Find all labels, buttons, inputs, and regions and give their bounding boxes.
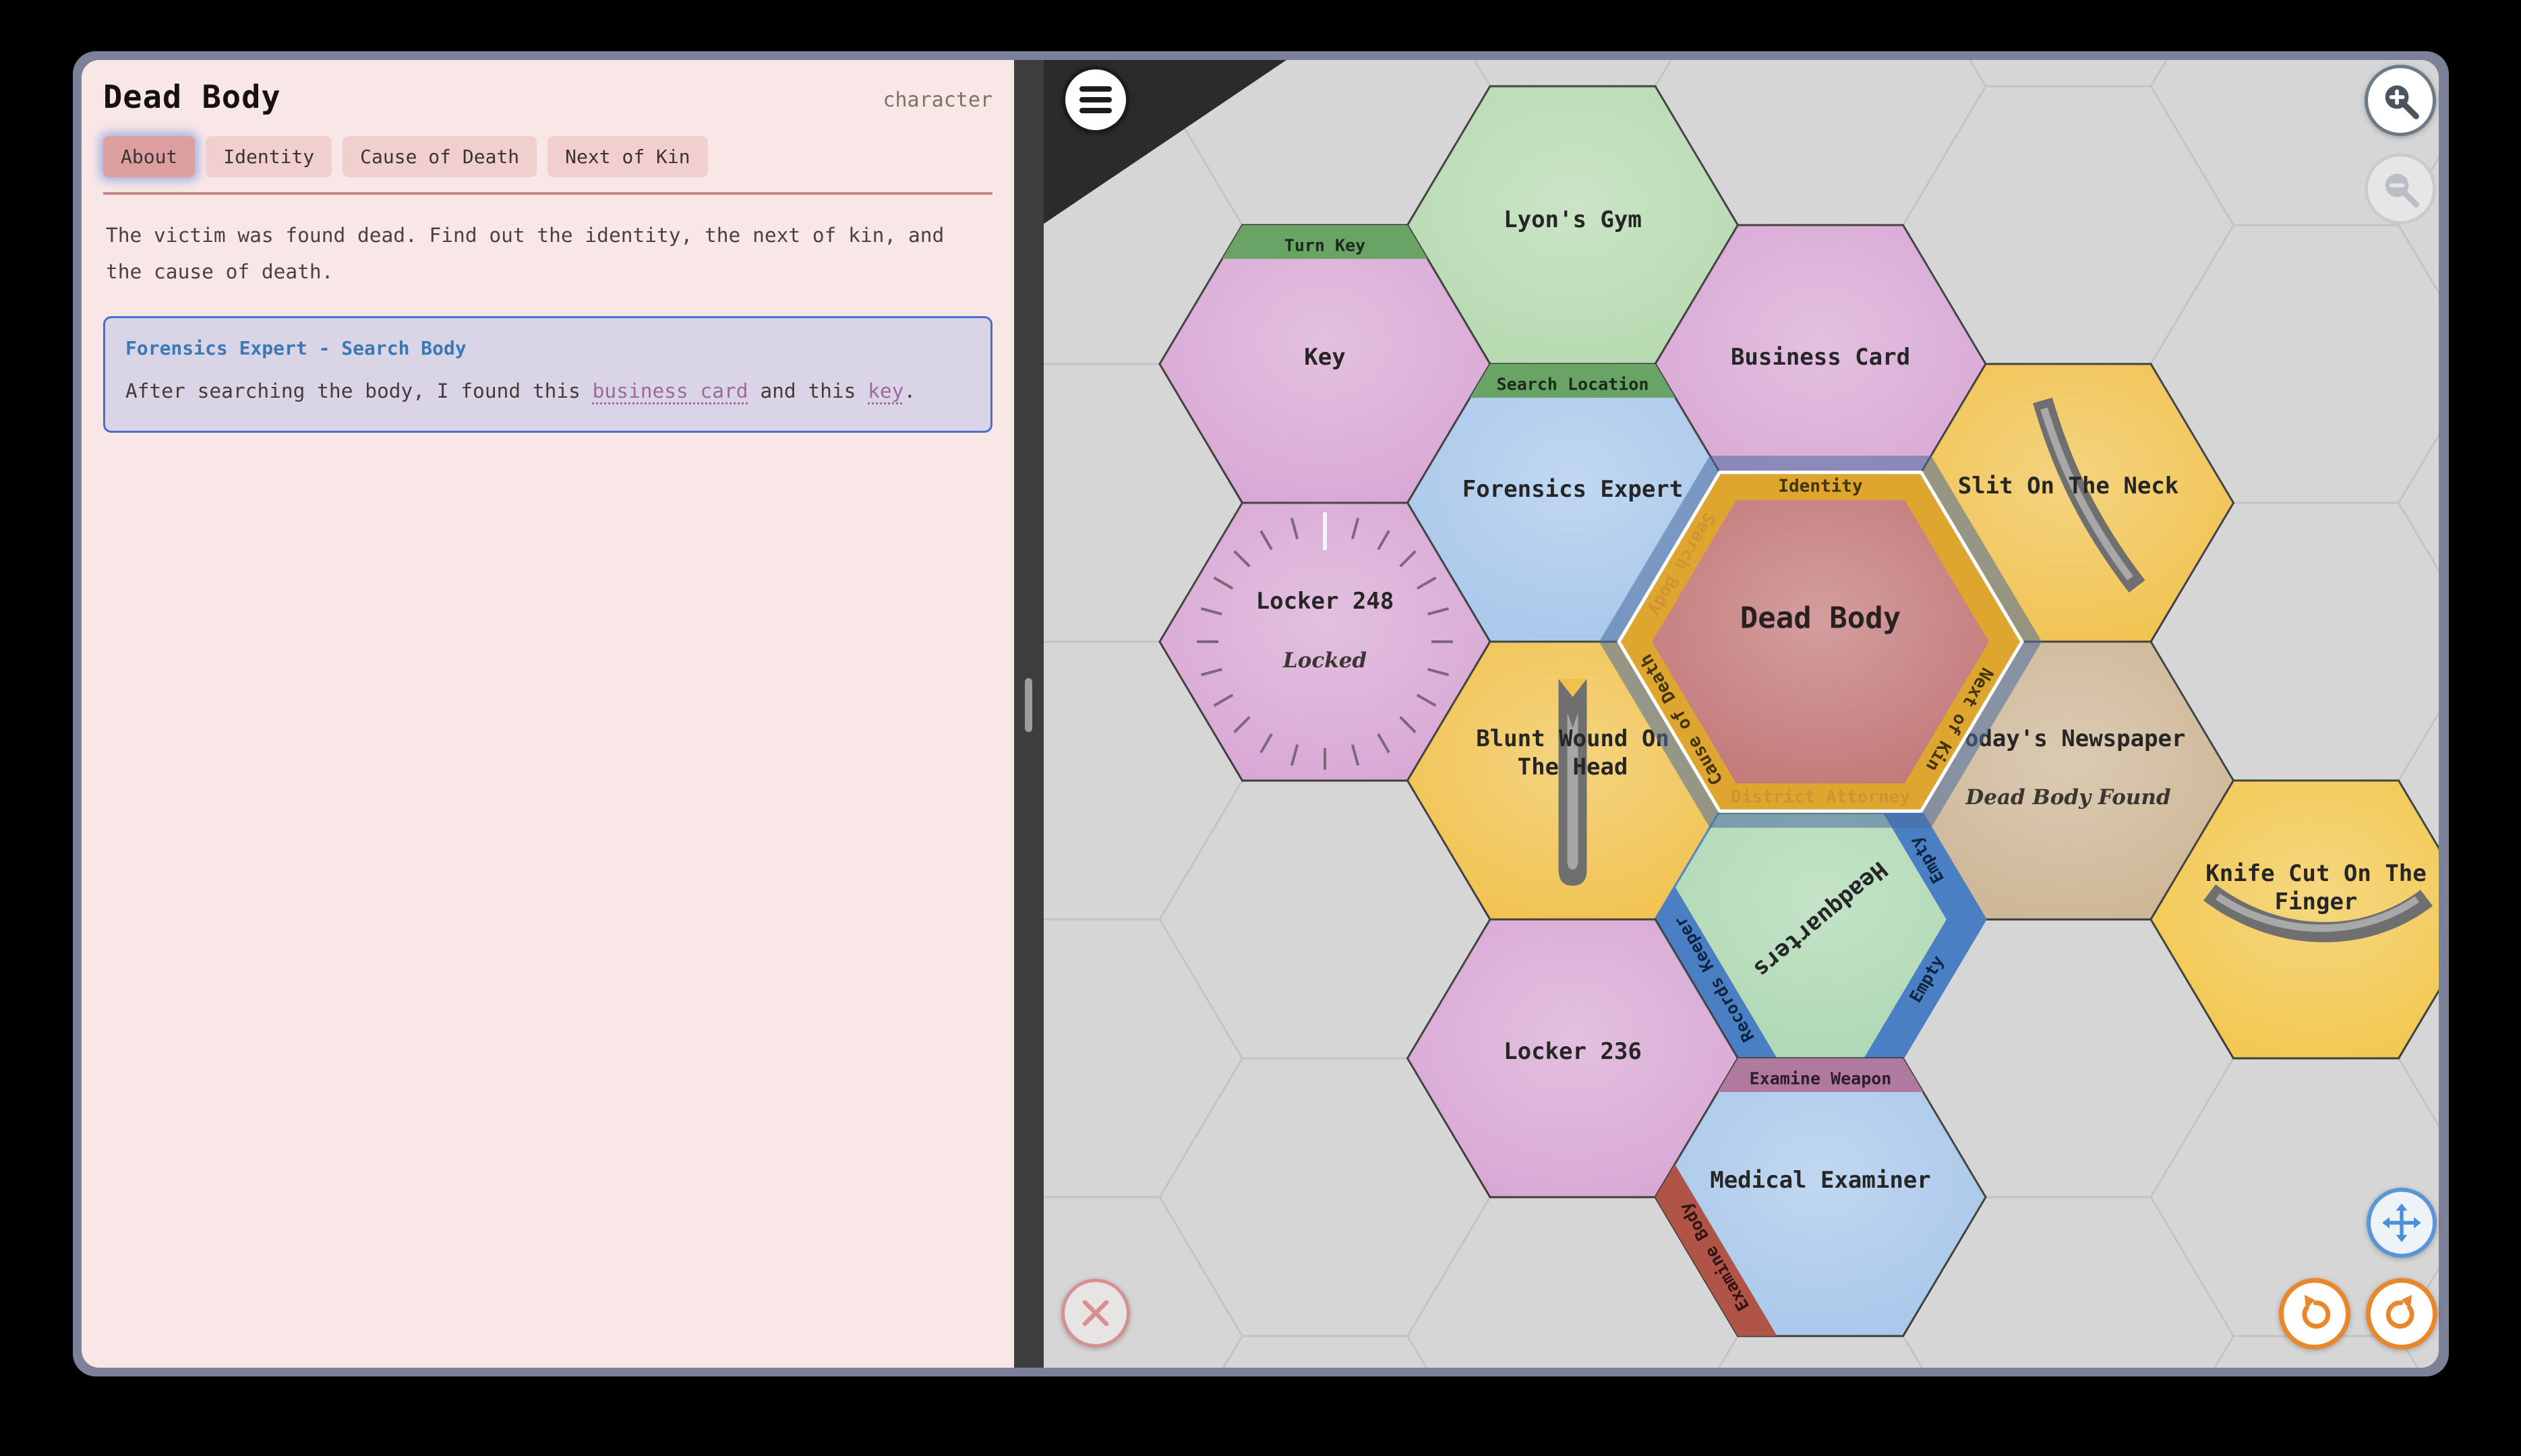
dial-tick [1351,517,1360,539]
dial-tick [1427,667,1450,677]
hex-map[interactable]: Lyon's Gym Turn Key Key Business Card Search… [1044,60,2439,1368]
undo-icon [2302,1295,2331,1329]
hex-title: Locker 248 [1256,588,1394,615]
detail-panel: Dead Body character About Identity Cause o… [82,60,1014,1368]
panel-resize-handle[interactable] [1025,678,1032,732]
pan-move-icon [2382,1203,2421,1242]
dial-tick [1351,744,1360,766]
dial-tick [1399,550,1417,568]
dial-tick [1200,667,1222,677]
zoom-in-button[interactable] [2365,65,2436,136]
business-card-link[interactable]: business card [592,379,748,402]
dial-tick [1233,550,1251,568]
hex-key[interactable]: Turn Key Key [1158,224,1491,504]
dial-tick [1233,716,1251,733]
hex-locker-248[interactable]: Locker 248 Locked [1158,502,1491,782]
note-text: After searching the body, I found this [125,379,593,402]
hex-subtitle: Dead Body Found [1965,785,2170,810]
pan-button[interactable] [2367,1188,2437,1258]
hex-subtitle: Locked [1282,648,1367,673]
dial-tick [1416,576,1437,590]
dial-tick [1259,733,1273,754]
key-link[interactable]: key [868,379,904,402]
zoom-in-icon [2385,85,2419,119]
club-weapon-icon [1558,679,1587,886]
note-title: Forensics Expert - Search Body [125,336,467,359]
tab-about[interactable]: About [103,136,196,177]
hex-title: Lyon's Gym [1504,206,1642,233]
dial-tick [1377,733,1390,754]
page-title: Dead Body [103,79,281,116]
note-card: Forensics Expert - Search Body After sea… [103,315,992,433]
note-text: . [903,379,916,402]
entity-type-label: character [883,88,992,112]
tab-cause-of-death[interactable]: Cause of Death [343,136,537,177]
panel-header: Dead Body character [103,79,992,116]
redo-icon [2385,1295,2414,1329]
note-body: After searching the body, I found this b… [125,380,970,402]
dial-tick [1290,517,1299,539]
hex-title: Blunt Wound On [1476,725,1669,752]
zoom-out-icon [2385,173,2419,208]
edge-band-label: Turn Key [1284,236,1365,255]
ring-edge-label: Identity [1778,476,1862,496]
blade-cut-icon [2203,884,2433,942]
description-text: The victim was found dead. Find out the … [106,224,945,283]
edge-band-label: Search Location [1497,375,1649,394]
hidden-edge-label: District Attorney [1731,787,1910,808]
selected-hex-title: Dead Body [1740,601,1901,636]
hex-title: Medical Examiner [1710,1167,1931,1194]
undo-button[interactable] [2279,1278,2350,1349]
close-button[interactable] [1061,1279,1130,1347]
hamburger-icon [1079,86,1112,113]
hex-title: Today's Newspaper [1951,725,2186,752]
hex-title: Knife Cut On The [2205,860,2427,887]
hex-title: Forensics Expert [1462,476,1684,503]
hex-business-card[interactable]: Business Card [1654,224,1987,504]
dial-tick [1290,744,1299,766]
dial-tick [1213,576,1234,590]
blade-cut-icon [2033,397,2145,593]
edge-band-label: Examine Weapon [1750,1069,1892,1089]
dial-tick [1416,694,1437,707]
redo-button[interactable] [2366,1278,2437,1349]
menu-button[interactable] [1062,66,1129,133]
empty-hex-cell[interactable] [2151,1335,2439,1368]
tab-identity[interactable]: Identity [206,136,332,177]
hex-title: Locker 236 [1504,1038,1642,1065]
hex-title: Slit On The Neck [1958,473,2179,499]
tab-bar: About Identity Cause of Death Next of Kin [103,136,992,177]
hex-title: Key [1304,344,1345,371]
hex-locker-236[interactable]: Locker 236 [1406,918,1740,1199]
dial-tick [1259,530,1273,551]
dial-tick [1213,694,1234,707]
map-area[interactable]: Lyon's Gym Turn Key Key Business Card Search… [1044,60,2439,1368]
empty-hex-cell[interactable] [1160,1335,1490,1368]
close-icon [1082,1300,1109,1327]
tab-next-of-kin[interactable]: Next of Kin [547,136,708,177]
dial-tick [1399,716,1417,733]
dial-tick [1427,607,1450,616]
hex-title: Finger [2275,888,2358,915]
header-rule [103,192,992,195]
hex-title: Business Card [1731,344,1910,371]
dial-tick [1200,607,1222,616]
dial-tick [1377,530,1390,551]
note-text: and this [748,379,868,402]
zoom-out-button[interactable] [2365,153,2436,224]
hex-title: The Head [1518,754,1628,781]
